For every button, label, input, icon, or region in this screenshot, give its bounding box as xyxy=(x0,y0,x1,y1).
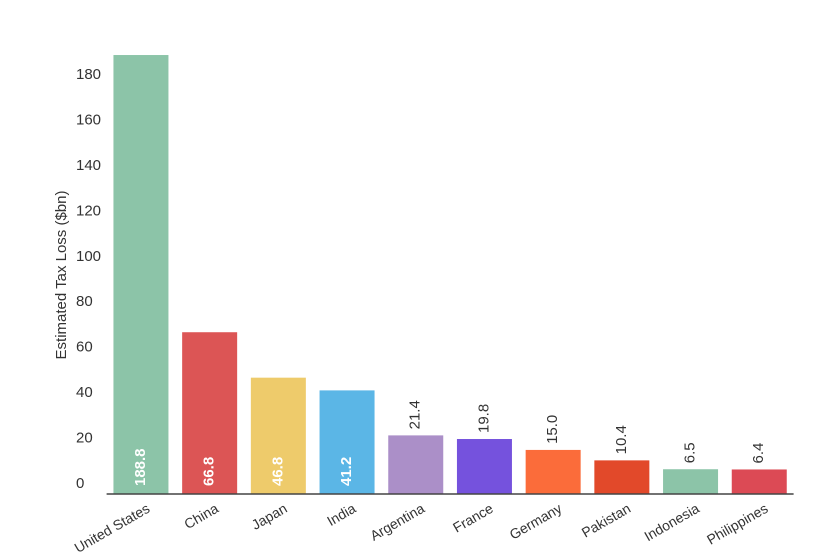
bar xyxy=(456,439,512,494)
value-label: 46.8 xyxy=(269,457,286,486)
y-axis-label: Estimated Tax Loss ($bn) xyxy=(53,191,70,360)
y-tick-label: 80 xyxy=(76,293,93,310)
value-label: 15.0 xyxy=(544,415,561,444)
value-label: 6.5 xyxy=(682,442,699,463)
x-tick-label: Pakistan xyxy=(579,500,634,541)
value-label: 6.4 xyxy=(750,443,767,464)
value-label: 188.8 xyxy=(132,448,149,486)
y-tick-label: 40 xyxy=(76,384,93,401)
value-label: 19.8 xyxy=(475,404,492,433)
value-label: 66.8 xyxy=(201,457,218,486)
bar xyxy=(731,469,787,494)
y-tick-label: 160 xyxy=(76,111,101,128)
bar xyxy=(594,460,650,494)
value-label: 21.4 xyxy=(407,400,424,429)
value-label: 10.4 xyxy=(613,425,630,454)
bar xyxy=(319,390,375,494)
x-tick-label: United States xyxy=(72,500,153,556)
x-tick-label: Philippines xyxy=(704,500,771,548)
bar xyxy=(663,469,719,494)
value-label: 41.2 xyxy=(338,457,355,486)
y-tick-label: 0 xyxy=(76,475,84,492)
x-tick-label: Germany xyxy=(507,500,565,543)
x-tick-label: India xyxy=(324,500,358,529)
bar xyxy=(525,449,581,494)
y-tick-label: 180 xyxy=(76,66,101,83)
y-tick-label: 60 xyxy=(76,339,93,356)
y-tick-label: 20 xyxy=(76,430,93,447)
y-tick-label: 120 xyxy=(76,202,101,219)
bar xyxy=(388,435,444,494)
bar xyxy=(250,377,306,494)
y-tick-label: 100 xyxy=(76,248,101,265)
x-tick-label: Indonesia xyxy=(641,500,702,544)
bar xyxy=(113,55,169,494)
bar xyxy=(182,332,238,494)
x-tick-label: Japan xyxy=(249,500,290,533)
x-tick-label: Argentina xyxy=(367,500,427,544)
x-tick-label: France xyxy=(450,500,496,536)
x-tick-label: China xyxy=(181,500,221,532)
y-tick-label: 140 xyxy=(76,157,101,174)
